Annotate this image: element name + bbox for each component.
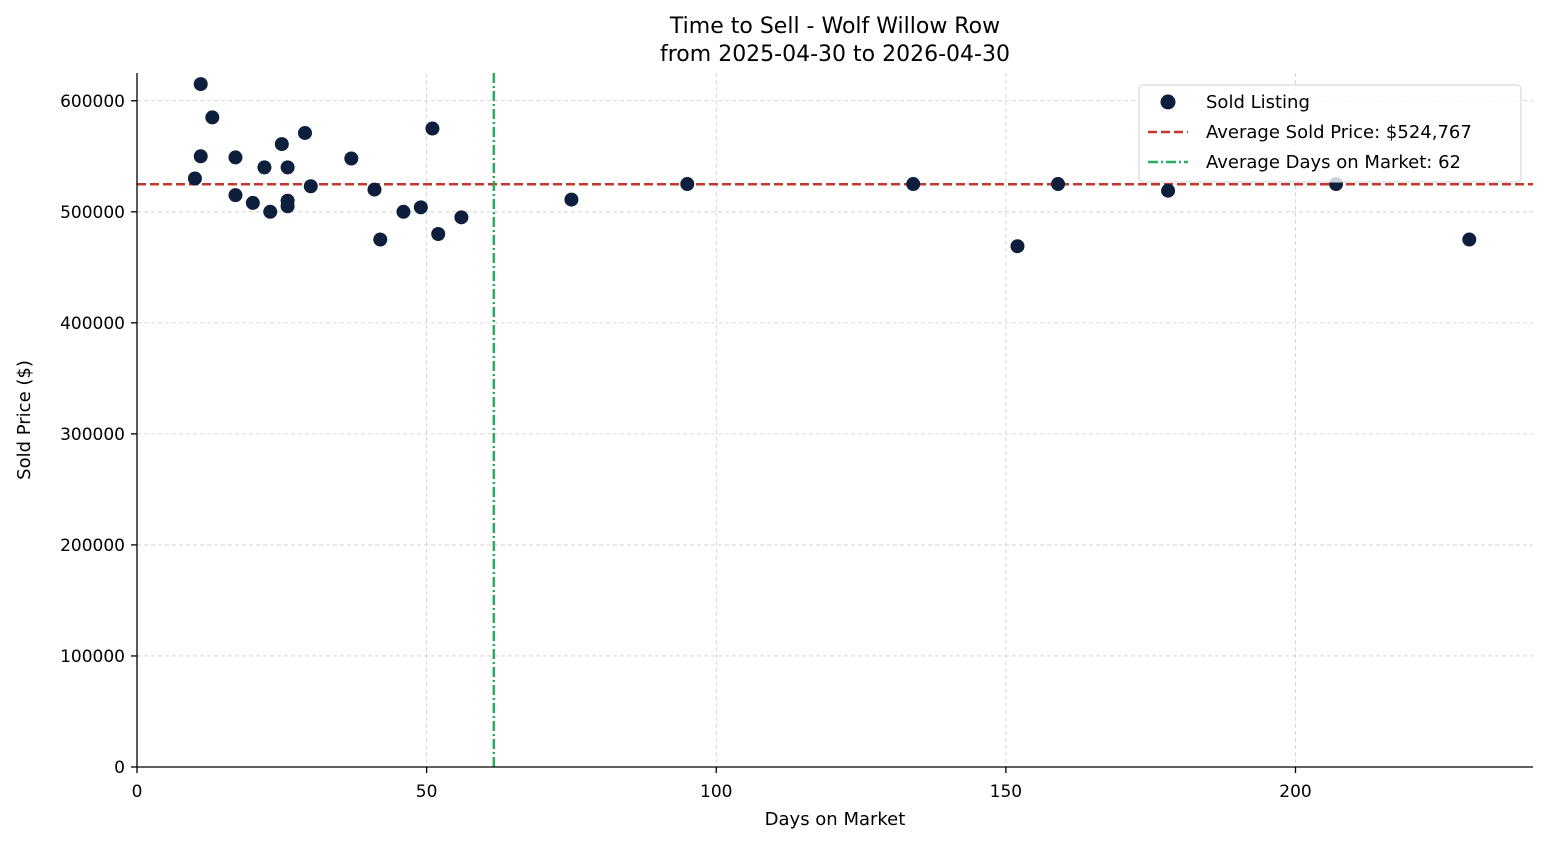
sold-listing-point <box>263 204 278 219</box>
y-axis-label: Sold Price ($) <box>14 360 35 480</box>
sold-listing-point <box>257 160 272 175</box>
sold-listing-point <box>344 151 359 166</box>
y-axis-ticks: 0 100000 200000 300000 400000 500000 600000 <box>60 92 137 778</box>
sold-listing-point <box>297 125 312 140</box>
y-tick-label: 600000 <box>60 92 125 112</box>
sold-listing-point <box>1010 239 1025 254</box>
sold-listing-point <box>228 188 243 203</box>
y-tick-label: 500000 <box>60 203 125 223</box>
x-tick-label: 100 <box>700 782 732 802</box>
chart-title: Time to Sell - Wolf Willow Row <box>669 14 1000 39</box>
sold-listing-point <box>413 200 428 215</box>
sold-listing-point <box>680 177 695 192</box>
sold-listing-point <box>245 195 260 210</box>
scatter-points <box>187 77 1477 254</box>
x-tick-label: 150 <box>990 782 1022 802</box>
sold-listing-point <box>303 179 318 194</box>
sold-listing-point <box>280 160 295 175</box>
x-tick-label: 0 <box>132 782 143 802</box>
y-tick-label: 200000 <box>60 536 125 556</box>
sold-listing-point <box>1161 183 1176 198</box>
sold-listing-point <box>431 227 446 242</box>
y-tick-label: 100000 <box>60 647 125 667</box>
legend-box <box>1138 84 1522 183</box>
legend-label-sold-listing: Sold Listing <box>1206 92 1310 113</box>
sold-listing-point <box>396 204 411 219</box>
sold-listing-point <box>274 137 289 152</box>
sold-listing-point <box>1051 177 1066 192</box>
sold-listing-point <box>228 150 243 165</box>
chart-subtitle: from 2025-04-30 to 2026-04-30 <box>660 42 1010 67</box>
sold-listing-point <box>425 121 440 136</box>
legend: Sold Listing Average Sold Price: $524,76… <box>1138 84 1522 183</box>
reference-lines <box>137 73 1533 767</box>
sold-listing-point <box>280 199 295 214</box>
legend-label-average-days: Average Days on Market: 62 <box>1206 152 1461 173</box>
sold-listing-point <box>1462 232 1477 247</box>
legend-marker-sold-listing <box>1160 94 1176 110</box>
y-tick-label: 400000 <box>60 314 125 334</box>
sold-listing-point <box>367 182 382 197</box>
sold-listing-point <box>187 171 202 186</box>
sold-listing-point <box>193 149 208 164</box>
x-axis-ticks: 0 50 100 150 200 <box>132 767 1312 802</box>
sold-listing-point <box>193 77 208 92</box>
x-axis-label: Days on Market <box>765 809 906 830</box>
x-tick-label: 200 <box>1279 782 1311 802</box>
sold-listing-point <box>564 192 579 207</box>
sold-listing-point <box>373 232 388 247</box>
x-tick-label: 50 <box>416 782 438 802</box>
sold-listing-point <box>906 177 921 192</box>
y-tick-label: 300000 <box>60 425 125 445</box>
legend-label-average-price: Average Sold Price: $524,767 <box>1206 122 1472 143</box>
y-tick-label: 0 <box>114 758 125 778</box>
sold-listing-point <box>205 110 220 125</box>
sold-listing-point <box>454 210 469 225</box>
